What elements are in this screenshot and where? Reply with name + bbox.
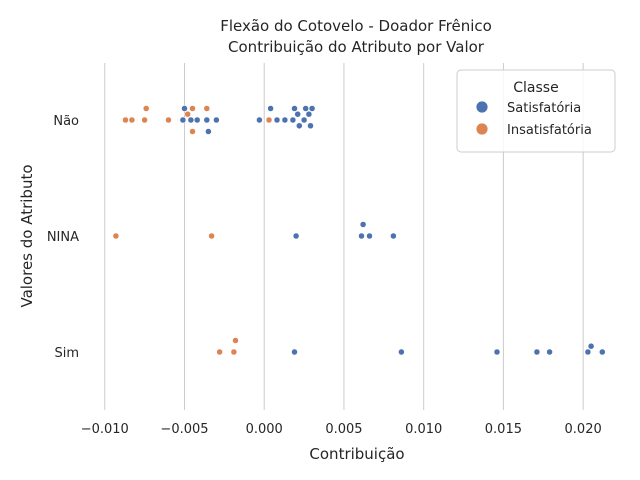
data-point-satisfatoria: [193, 116, 201, 124]
data-point-satisfatoria: [292, 232, 300, 240]
data-point-satisfatoria: [281, 116, 289, 124]
data-point-satisfatoria: [296, 122, 303, 130]
data-point-satisfatoria: [390, 232, 397, 240]
data-point-satisfatoria: [273, 116, 281, 124]
chart-title: Flexão do Cotovelo - Doador Frênico: [220, 17, 492, 35]
y-tick-labels: Não NINA Sim: [47, 114, 79, 361]
data-points: [112, 105, 606, 356]
legend-box: [456, 69, 616, 153]
legend-marker-insatisfatoria: [475, 122, 489, 136]
data-point-satisfatoria: [493, 348, 501, 356]
x-axis-label: Contribuição: [309, 445, 404, 463]
legend: Classe Satisfatória Insatisfatória: [456, 69, 616, 153]
data-point-satisfatoria: [187, 116, 195, 124]
x-tick-label: 0.020: [565, 422, 602, 437]
data-point-satisfatoria: [302, 105, 309, 112]
data-point-insatisfatoria: [112, 232, 120, 240]
data-point-satisfatoria: [359, 221, 367, 228]
data-point-satisfatoria: [587, 342, 595, 350]
data-point-insatisfatoria: [122, 116, 129, 124]
x-tick-label: 0.000: [246, 422, 283, 437]
data-point-satisfatoria: [308, 105, 316, 112]
data-point-insatisfatoria: [208, 232, 215, 240]
data-point-satisfatoria: [398, 348, 405, 356]
data-point-insatisfatoria: [232, 337, 239, 344]
data-point-insatisfatoria: [203, 105, 211, 112]
x-tick-label: 0.010: [405, 422, 442, 437]
data-point-satisfatoria: [294, 110, 301, 118]
data-point-satisfatoria: [256, 116, 263, 124]
y-axis-label: Valores do Atributo: [18, 164, 36, 307]
data-point-satisfatoria: [289, 116, 297, 124]
data-point-satisfatoria: [179, 116, 187, 124]
x-tick-label: −0.010: [81, 422, 129, 437]
data-point-satisfatoria: [599, 348, 606, 356]
data-point-satisfatoria: [546, 348, 553, 356]
legend-label-insatisfatoria: Insatisfatória: [507, 123, 592, 138]
data-point-insatisfatoria: [141, 116, 148, 124]
data-point-insatisfatoria: [265, 116, 273, 124]
y-tick-label: Sim: [54, 346, 79, 361]
data-point-insatisfatoria: [189, 105, 196, 112]
data-point-satisfatoria: [267, 105, 274, 112]
data-point-insatisfatoria: [165, 116, 172, 124]
legend-title: Classe: [513, 80, 558, 96]
data-point-satisfatoria: [358, 232, 365, 240]
x-tick-labels: −0.010 −0.005 0.000 0.005 0.010 0.015 0.020: [81, 422, 602, 437]
data-point-satisfatoria: [213, 116, 220, 124]
data-point-satisfatoria: [584, 348, 592, 356]
data-point-satisfatoria: [307, 122, 314, 130]
y-tick-label: NINA: [47, 230, 79, 245]
data-point-insatisfatoria: [230, 348, 238, 356]
x-tick-label: −0.005: [160, 422, 208, 437]
data-point-satisfatoria: [291, 348, 298, 356]
data-point-insatisfatoria: [189, 128, 196, 135]
data-point-satisfatoria: [305, 110, 313, 118]
y-tick-label: Não: [53, 114, 79, 129]
data-point-insatisfatoria: [184, 110, 191, 118]
chart-subtitle: Contribuição do Atributo por Valor: [228, 38, 485, 56]
data-point-satisfatoria: [181, 105, 188, 112]
legend-label-satisfatoria: Satisfatória: [507, 101, 581, 116]
data-point-satisfatoria: [300, 116, 308, 124]
data-point-satisfatoria: [291, 105, 298, 112]
data-point-satisfatoria: [533, 348, 541, 356]
data-point-satisfatoria: [366, 232, 373, 240]
data-point-insatisfatoria: [216, 348, 223, 356]
data-point-satisfatoria: [205, 128, 212, 135]
data-point-satisfatoria: [203, 116, 211, 124]
x-tick-label: 0.005: [325, 422, 362, 437]
data-point-insatisfatoria: [142, 105, 150, 112]
legend-marker-satisfatoria: [475, 100, 489, 114]
data-point-insatisfatoria: [128, 116, 136, 124]
x-tick-label: 0.015: [485, 422, 522, 437]
